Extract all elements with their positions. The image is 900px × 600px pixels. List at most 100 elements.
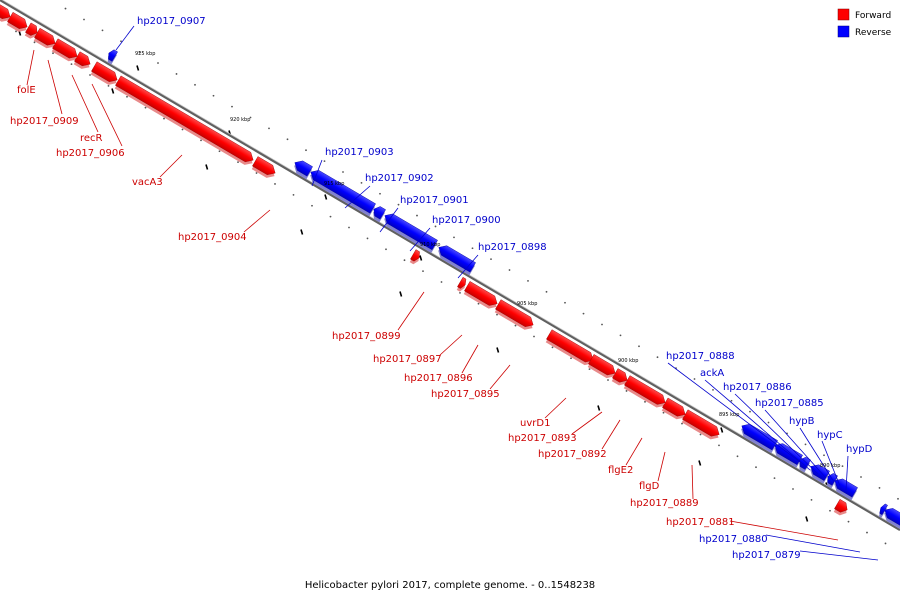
- tick-label-895: 895 kbp: [719, 412, 739, 418]
- tick-dot: [366, 237, 369, 240]
- tick-label-920: 920 kbp: [230, 117, 250, 123]
- tick-dot: [157, 62, 159, 64]
- leader-line: [845, 455, 849, 491]
- tick-labels: 925 kbp 920 kbp 915 kbp 910 kbp 905 kbp …: [135, 51, 840, 469]
- genome-axis: [0, 0, 900, 532]
- gene-label-hp2017-0904: hp2017_0904: [178, 232, 247, 243]
- leader-line: [243, 209, 271, 233]
- tick-dot: [767, 421, 770, 424]
- gene-folE: [24, 22, 38, 39]
- tick-dot: [625, 390, 628, 392]
- tick-dot: [644, 400, 646, 403]
- tick-dot: [712, 388, 714, 391]
- gene-hp2017-0901: [373, 206, 386, 223]
- gene-hp2017-0904: [251, 156, 276, 178]
- gene-fwd-0912: [0, 3, 11, 22]
- gene-label-hp2017-0909: hp2017_0909: [10, 116, 79, 127]
- tick-dot: [582, 312, 585, 315]
- tick-dot: [860, 476, 862, 478]
- leader-line: [397, 291, 425, 331]
- tick-dot: [847, 520, 850, 523]
- tick-dot: [736, 455, 739, 458]
- gene-hp2017-0898-body: [438, 245, 476, 273]
- gene-label-hypD: hypD: [846, 444, 873, 455]
- tick-dot: [681, 422, 683, 425]
- tick-dot: [33, 41, 36, 44]
- gene-hp2017-0907-body: [108, 49, 118, 62]
- leader-line: [691, 464, 694, 500]
- tick-dot: [292, 193, 295, 196]
- tick-dot: [527, 280, 529, 282]
- leader-line: [601, 419, 621, 450]
- leader-line: [571, 411, 603, 435]
- gene-fwd-0912-body: [0, 3, 11, 19]
- gene-hp2017-0908-body: [52, 38, 78, 59]
- tick-dot: [175, 73, 178, 75]
- label-leader-lines: [26, 25, 879, 561]
- tick-dot: [194, 83, 196, 86]
- tick-label-890: 890 kbp: [820, 463, 840, 469]
- leader-line: [729, 520, 839, 541]
- tick-dot: [866, 531, 868, 534]
- leader-line: [26, 49, 35, 86]
- gene-label-vacA3: vacA3: [132, 177, 163, 188]
- major-tick: [399, 291, 403, 297]
- tick-dot: [218, 150, 221, 153]
- gene-label-hp2017-0889: hp2017_0889: [630, 498, 699, 509]
- gene-hypD: [878, 503, 888, 518]
- tick-dot: [551, 346, 554, 349]
- leader-line: [657, 451, 666, 482]
- gene-recR-body: [74, 51, 91, 67]
- gene-hp2017-0899-body: [410, 249, 420, 262]
- legend-swatch-forward: [837, 8, 850, 21]
- tick-dot: [83, 18, 85, 21]
- tick-dot: [570, 357, 572, 360]
- tick-dot: [126, 95, 128, 98]
- leader-line: [91, 83, 123, 147]
- gene-ackA: [774, 443, 803, 468]
- gene-hp2017-0889: [681, 409, 720, 440]
- tick-dot: [792, 488, 794, 490]
- leader-line: [544, 397, 567, 419]
- gene-hp2017-0908: [51, 38, 78, 62]
- gene-hp2017-0881: [833, 499, 848, 516]
- tick-dot: [453, 236, 455, 239]
- gene-label-hypB: hypB: [789, 416, 815, 427]
- leader-line: [734, 393, 819, 475]
- tick-dot: [249, 116, 252, 119]
- tick-dot: [588, 368, 591, 371]
- gene-label-hp2017-0895: hp2017_0895: [431, 389, 500, 400]
- leader-line: [311, 159, 323, 187]
- leader-line: [159, 154, 183, 178]
- tick-dot: [490, 258, 492, 261]
- tick-dot: [699, 433, 702, 436]
- gene-label-hp2017-0896: hp2017_0896: [404, 373, 473, 384]
- tick-label-905: 905 kbp: [517, 301, 537, 307]
- leader-line: [799, 550, 879, 561]
- gene-label-hp2017-0881: hp2017_0881: [666, 517, 735, 528]
- gene-hypD-body: [879, 503, 888, 516]
- tick-dot: [434, 225, 437, 228]
- tick-dot: [533, 335, 535, 338]
- gene-hp2017-0903-body: [294, 160, 313, 177]
- gene-label-hp2017-0902: hp2017_0902: [365, 173, 434, 184]
- gene-hp2017-0903: [294, 160, 313, 180]
- tick-dot: [231, 105, 233, 108]
- tick-dot: [144, 106, 147, 109]
- tick-dot: [718, 444, 720, 447]
- gene-label-recR: recR: [80, 133, 103, 144]
- tick-dot: [70, 63, 73, 66]
- leader-line: [115, 25, 135, 51]
- tick-dot: [385, 248, 387, 251]
- tick-dot: [440, 281, 443, 283]
- gene-label-hp2017-0879: hp2017_0879: [732, 550, 801, 561]
- tick-dot: [749, 410, 751, 413]
- tick-label-915: 915 kbp: [324, 181, 344, 187]
- gene-features: [0, 3, 900, 533]
- gene-label-ackA: ackA: [700, 368, 724, 379]
- tick-dot: [841, 465, 844, 468]
- tick-label-900: 900 kbp: [618, 358, 638, 364]
- major-tick: [205, 164, 209, 170]
- tick-dot: [773, 477, 776, 479]
- gene-label-hp2017-0888: hp2017_0888: [666, 351, 735, 362]
